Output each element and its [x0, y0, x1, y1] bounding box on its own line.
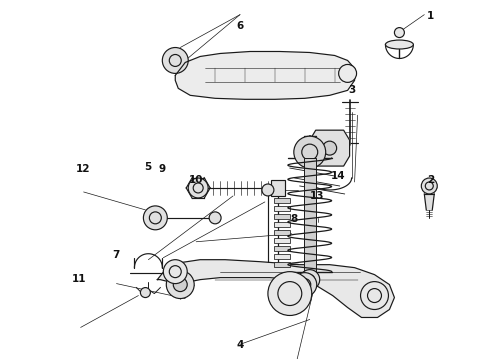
Text: 8: 8	[290, 215, 297, 224]
Circle shape	[166, 271, 194, 298]
FancyBboxPatch shape	[274, 214, 290, 219]
Text: 7: 7	[112, 250, 120, 260]
Polygon shape	[310, 130, 349, 166]
Text: 13: 13	[310, 191, 324, 201]
Circle shape	[144, 206, 167, 230]
Text: 4: 4	[237, 340, 244, 350]
FancyBboxPatch shape	[274, 238, 290, 243]
FancyBboxPatch shape	[274, 230, 290, 235]
Circle shape	[162, 48, 188, 73]
FancyBboxPatch shape	[271, 180, 285, 196]
Circle shape	[163, 260, 187, 284]
Text: 2: 2	[427, 175, 434, 185]
Circle shape	[141, 288, 150, 298]
Text: 1: 1	[427, 11, 434, 21]
FancyBboxPatch shape	[274, 198, 290, 203]
FancyBboxPatch shape	[274, 222, 290, 227]
Text: 12: 12	[75, 164, 90, 174]
Circle shape	[300, 270, 319, 289]
Text: 14: 14	[330, 171, 345, 181]
Text: 10: 10	[189, 175, 203, 185]
FancyBboxPatch shape	[274, 246, 290, 251]
Circle shape	[293, 273, 317, 297]
Text: 3: 3	[349, 85, 356, 95]
Circle shape	[268, 272, 312, 315]
FancyBboxPatch shape	[274, 262, 290, 267]
Text: 9: 9	[158, 164, 166, 174]
Circle shape	[323, 141, 337, 155]
Polygon shape	[157, 260, 394, 318]
Circle shape	[262, 184, 274, 196]
Circle shape	[394, 28, 404, 37]
Circle shape	[339, 64, 357, 82]
Ellipse shape	[386, 40, 414, 49]
Polygon shape	[424, 194, 434, 210]
Circle shape	[421, 178, 437, 194]
Circle shape	[209, 212, 221, 224]
Text: 6: 6	[237, 21, 244, 31]
Circle shape	[188, 178, 208, 198]
Polygon shape	[175, 51, 355, 99]
Circle shape	[361, 282, 389, 310]
Text: 11: 11	[72, 274, 86, 284]
FancyBboxPatch shape	[304, 158, 316, 272]
FancyBboxPatch shape	[274, 254, 290, 259]
Circle shape	[173, 278, 187, 292]
Circle shape	[294, 136, 326, 168]
Text: 5: 5	[144, 162, 151, 172]
FancyBboxPatch shape	[274, 206, 290, 211]
